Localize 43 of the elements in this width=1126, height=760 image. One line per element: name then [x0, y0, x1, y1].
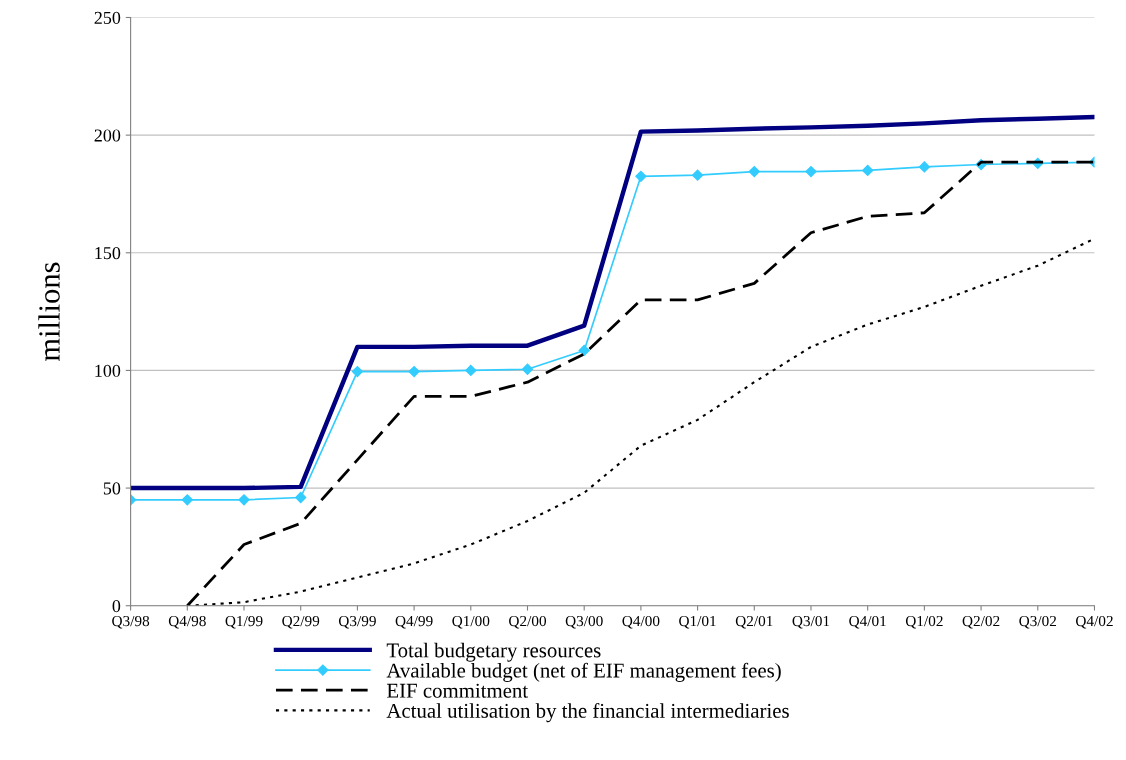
point: [748, 165, 760, 178]
point: [691, 169, 704, 181]
legend-label: Actual utilisation by the financial intermediaries: [386, 702, 789, 723]
x-tick-label: Q1/02: [905, 615, 943, 629]
x-tick-label: Q4/00: [622, 615, 660, 629]
point: [521, 363, 534, 375]
x-tick-label: Q4/98: [168, 615, 206, 629]
y-tick-label: 200: [94, 129, 121, 142]
point: [181, 494, 193, 506]
y-tick-label: 100: [95, 364, 121, 377]
point: [805, 165, 817, 178]
x-tick-label: Q1/99: [225, 615, 263, 629]
x-tick-label: Q2/00: [509, 615, 547, 629]
x-tick-label: Q4/01: [849, 615, 886, 629]
point: [918, 161, 930, 173]
x-tick-label: Q2/02: [962, 615, 1000, 629]
legend-label: Available budget (net of EIF management fees): [386, 662, 781, 682]
x-tick-label: Q3/01: [792, 615, 830, 629]
x-tick-label: Q2/99: [282, 615, 320, 629]
x-tick-label: Q3/99: [338, 615, 376, 629]
x-tick-label: Q1/01: [679, 615, 716, 629]
point: [578, 344, 590, 357]
x-tick-label: Q2/01: [735, 615, 773, 629]
y-tick-label: 150: [95, 247, 121, 260]
point: [465, 364, 477, 377]
point: [351, 365, 364, 378]
point: [238, 494, 250, 506]
x-tick-label: Q3/02: [1019, 615, 1057, 629]
point: [408, 365, 420, 378]
point: [635, 170, 647, 182]
x-tick-label: Q3/98: [112, 615, 150, 629]
y-tick-label: 50: [103, 482, 121, 495]
legend-label: Total budgetary resources: [386, 642, 601, 662]
y-axis-title: millions: [38, 262, 60, 362]
x-tick-label: Q4/02: [1076, 615, 1113, 629]
x-tick-label: Q3/00: [565, 615, 603, 629]
legend-label: EIF commitment: [386, 683, 529, 698]
y-tick-label: 0: [112, 599, 121, 613]
x-tick-label: Q1/00: [452, 615, 490, 629]
x-tick-label: Q4/99: [395, 615, 433, 629]
y-tick-label: 250: [94, 11, 121, 24]
point: [862, 164, 874, 177]
point: [295, 491, 307, 504]
